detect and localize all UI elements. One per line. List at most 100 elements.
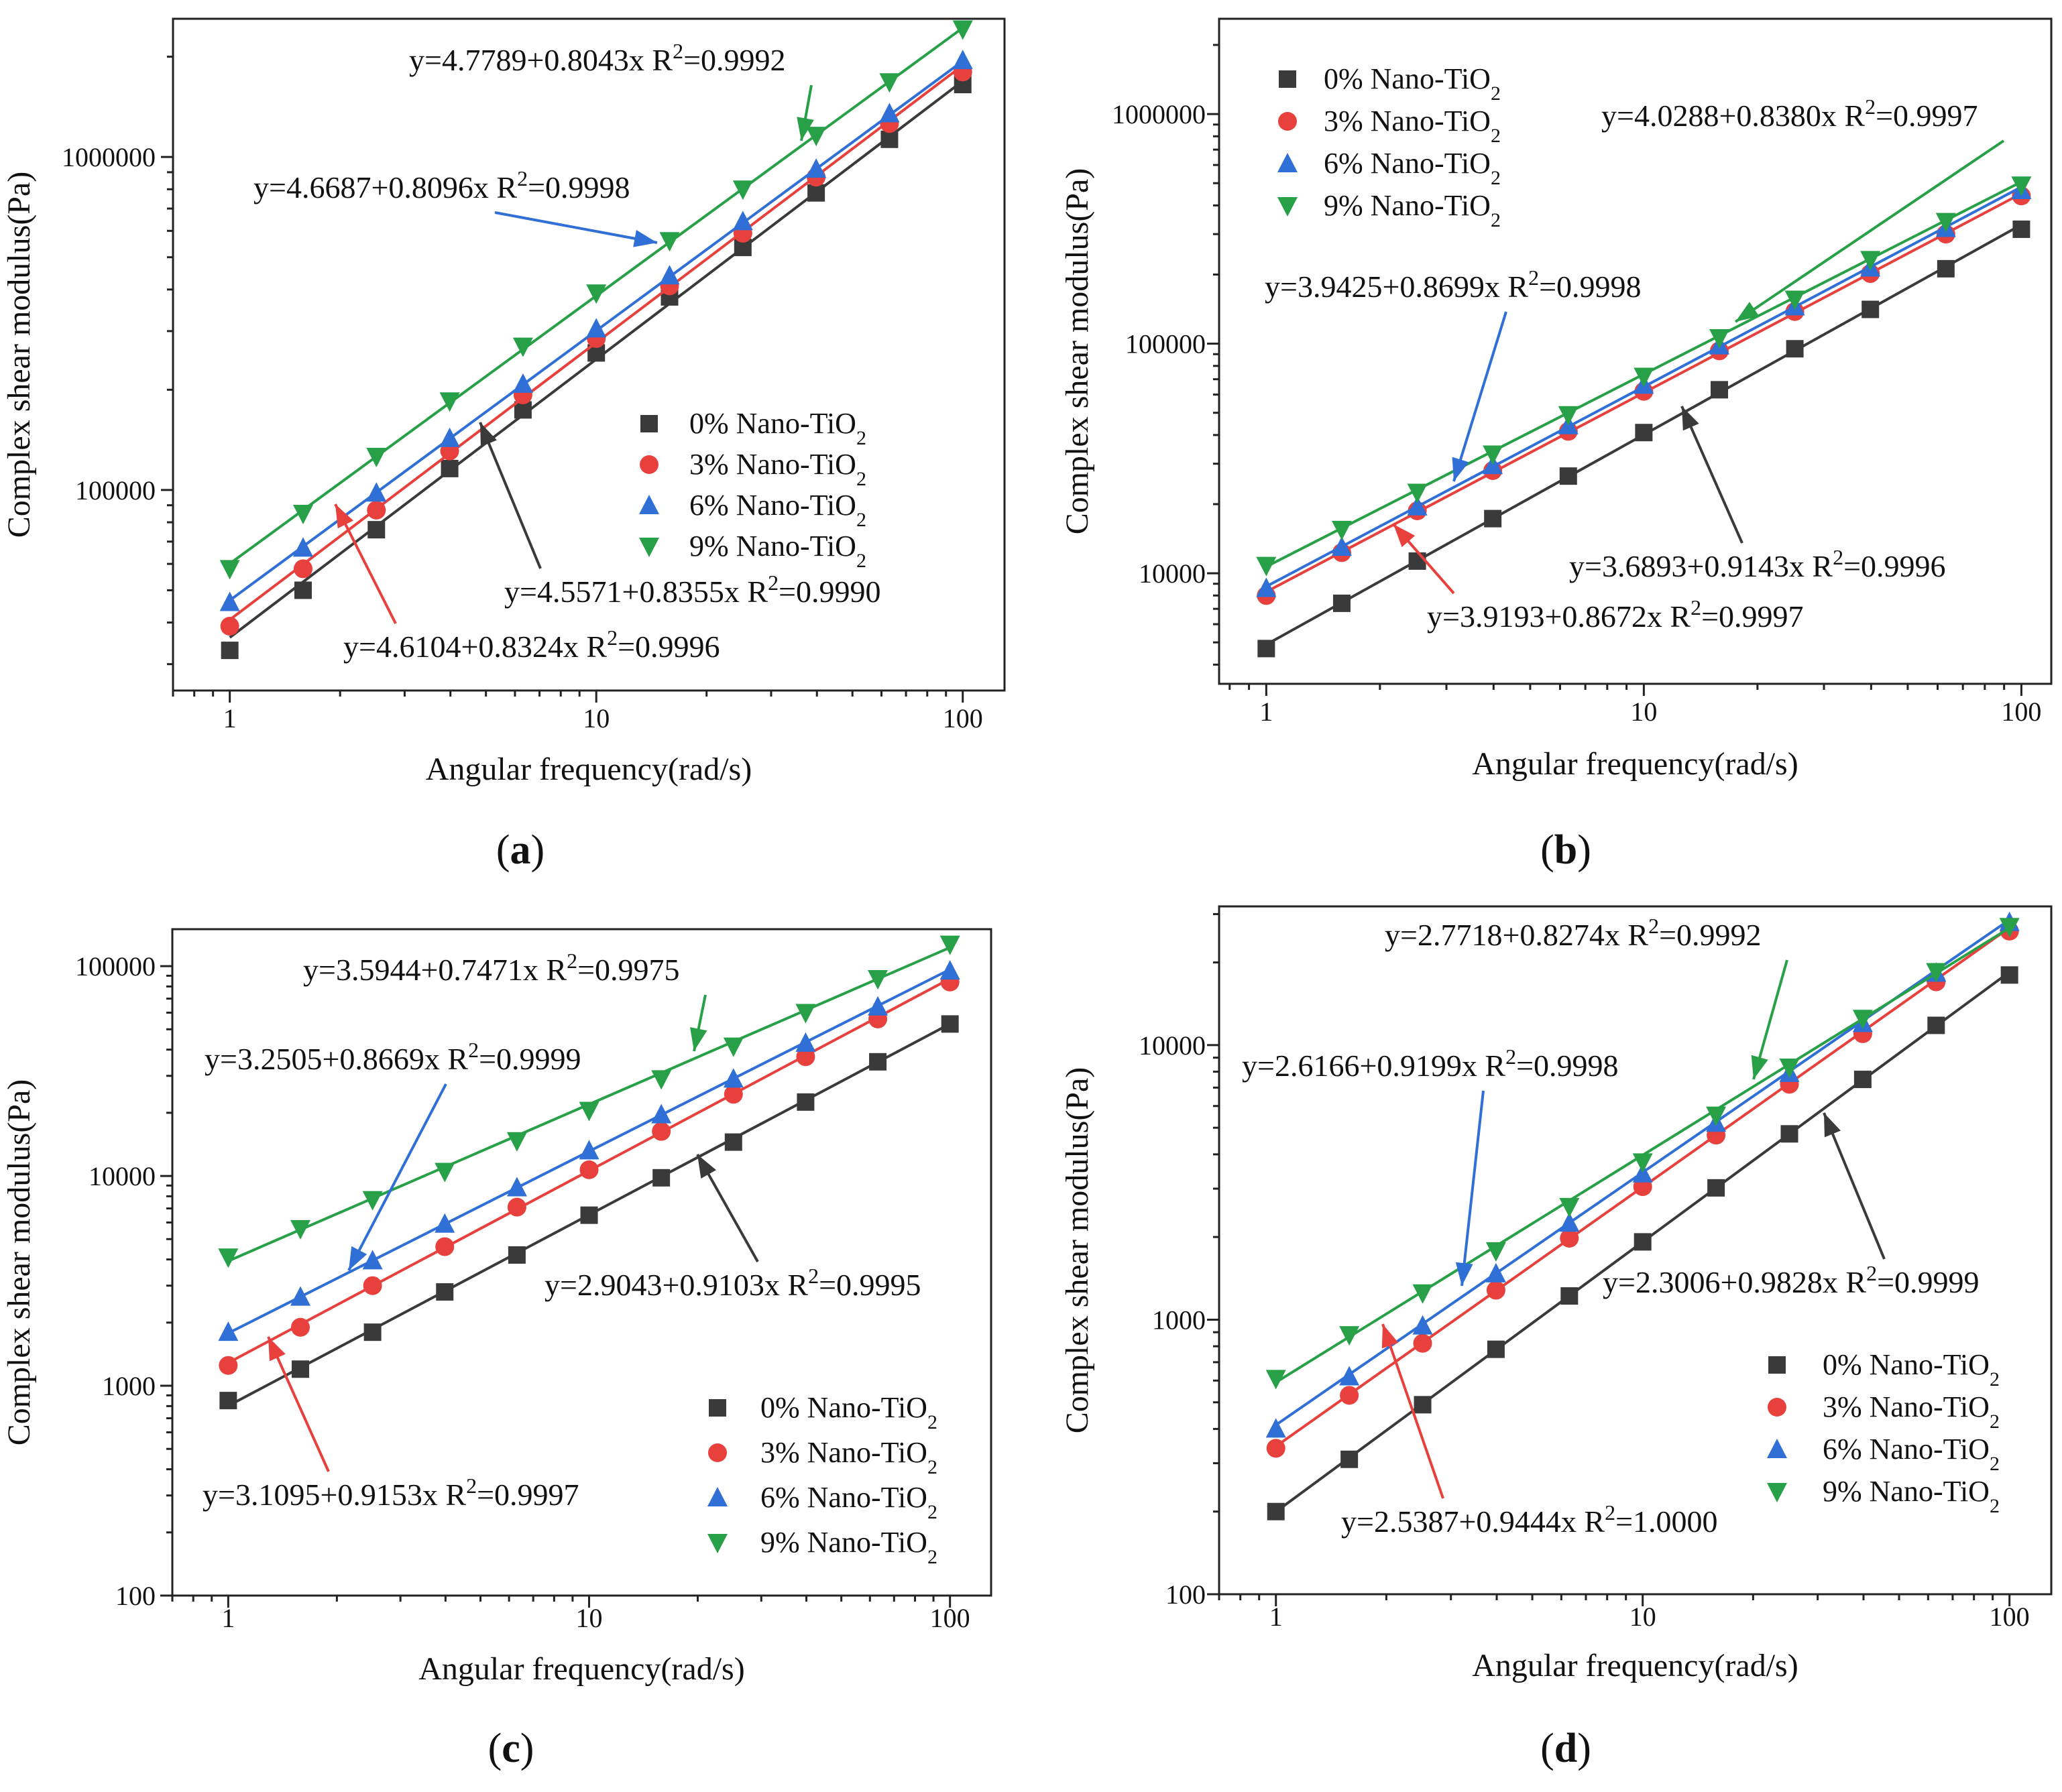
- data-point-s2: [579, 1140, 599, 1160]
- data-point-s0: [1257, 640, 1275, 658]
- data-point-s1: [367, 500, 386, 520]
- fit-equation-1: y=4.6104+0.8324x R2=0.9996: [343, 625, 720, 664]
- data-point-s0: [1408, 552, 1426, 570]
- data-point-s1: [363, 1276, 382, 1295]
- data-point-s2: [366, 482, 387, 502]
- legend-label-0: 0% Nano-TiO2: [1324, 62, 1501, 105]
- x-tick-label: 100: [2001, 697, 2041, 727]
- fit-arrow-1-head: [335, 504, 353, 529]
- fit-arrow-0-head: [1682, 406, 1699, 431]
- data-point-s0: [1484, 510, 1502, 528]
- plot-frame: [1218, 17, 2053, 685]
- data-point-s3: [1485, 1242, 1506, 1262]
- data-point-s1: [507, 1197, 526, 1217]
- data-point-s3: [290, 1219, 311, 1240]
- legend-label-2: 6% Nano-TiO2: [1823, 1433, 2000, 1475]
- panel-caption: (a): [496, 827, 545, 873]
- legend-marker-3: [1767, 1483, 1787, 1502]
- x-tick-label: 1: [1269, 1602, 1283, 1632]
- data-point-s1: [579, 1160, 599, 1179]
- legend-marker-1: [640, 455, 658, 474]
- data-point-s1: [219, 1356, 238, 1375]
- data-point-s0: [294, 581, 312, 599]
- legend-label-0: 0% Nano-TiO2: [760, 1391, 937, 1433]
- data-point-s0: [363, 1323, 382, 1341]
- x-axis-label: Angular frequency(rad/s): [418, 1651, 744, 1687]
- data-point-s2: [1412, 1315, 1433, 1335]
- data-point-s0: [580, 1206, 598, 1224]
- data-point-s3: [1860, 251, 1881, 271]
- data-point-s3: [1709, 328, 1730, 349]
- legend-marker-0: [640, 415, 658, 432]
- fit-equation-3: y=2.7718+0.8274x R2=0.9992: [1385, 914, 1762, 952]
- fit-equation-2: y=2.6166+0.9199x R2=0.9998: [1242, 1044, 1619, 1083]
- fit-equation-1: y=3.9193+0.8672x R2=0.9997: [1427, 595, 1804, 634]
- data-point-s3: [435, 1162, 455, 1183]
- data-point-s1: [1266, 1439, 1285, 1458]
- data-point-s1: [724, 1085, 743, 1104]
- data-point-s2: [362, 1250, 383, 1270]
- data-point-s3: [579, 1101, 599, 1122]
- data-point-s0: [1861, 300, 1880, 318]
- data-point-s0: [441, 459, 459, 477]
- data-point-s2: [292, 537, 313, 557]
- data-point-s3: [1632, 1153, 1653, 1173]
- data-point-s2: [435, 1213, 455, 1233]
- fit-arrow-2: [1452, 311, 1507, 482]
- legend-label-1: 3% Nano-TiO2: [760, 1436, 937, 1478]
- data-point-s0: [807, 184, 825, 202]
- fit-equation-3: y=4.0288+0.8380x R2=0.9997: [1601, 95, 1978, 133]
- data-point-s0: [1853, 1071, 1872, 1089]
- data-point-s2: [795, 1032, 816, 1052]
- chart-panel-c: 1 10 100 100 1000 10000 100000 Angular frequenc…: [1, 928, 992, 1771]
- data-point-s3: [506, 1132, 527, 1152]
- data-point-s0: [2000, 966, 2018, 984]
- data-point-s2: [879, 103, 900, 123]
- y-tick-label: 100000: [1125, 329, 1206, 359]
- data-point-s0: [652, 1169, 671, 1187]
- y-tick-label: 1000000: [62, 142, 156, 172]
- data-point-s0: [1332, 594, 1351, 612]
- fit-arrow-0-head: [1824, 1113, 1841, 1138]
- data-point-s2: [1331, 536, 1352, 556]
- fit-equation-1: y=3.1095+0.9153x R2=0.9997: [203, 1474, 579, 1512]
- data-point-s0: [1927, 1016, 1945, 1034]
- fit-arrow-2: [347, 1083, 447, 1271]
- chart-panel-a: 1 10 100 100000 1000000 Angular frequency(rad…: [1, 17, 1006, 873]
- fit-equation-2: y=3.2505+0.8669x R2=0.9999: [205, 1038, 581, 1076]
- fit-arrow-0: [1823, 1112, 1886, 1260]
- fit-arrow-2-head: [633, 230, 657, 247]
- fit-arrow-3-head: [690, 1027, 707, 1051]
- data-point-s2: [506, 1177, 527, 1197]
- fit-equation-2: y=4.6687+0.8096x R2=0.9998: [253, 166, 630, 204]
- data-point-s1: [1486, 1280, 1505, 1300]
- y-axis-label: Complex shear modulus(Pa): [1, 1079, 37, 1446]
- legend-label-1: 3% Nano-TiO2: [1324, 105, 1501, 147]
- data-point-s3: [723, 1037, 744, 1057]
- data-point-s3: [1935, 213, 1956, 233]
- x-tick-label: 100: [1990, 1602, 2030, 1632]
- data-point-s2: [952, 50, 973, 70]
- fit-arrow-0-head: [697, 1154, 716, 1179]
- x-tick-label: 1: [223, 703, 237, 733]
- legend-marker-3: [639, 538, 659, 557]
- data-point-s3: [1784, 290, 1805, 310]
- fit-equation-3: y=3.5944+0.7471x R2=0.9975: [303, 949, 680, 987]
- x-tick-label: 1: [1259, 697, 1273, 727]
- data-point-s3: [952, 20, 973, 40]
- plot-frame: [171, 928, 992, 1597]
- data-point-s1: [1340, 1386, 1359, 1405]
- data-point-s1: [652, 1122, 671, 1141]
- legend-marker-3: [707, 1534, 728, 1553]
- data-point-s2: [806, 158, 827, 178]
- data-point-s0: [1559, 467, 1577, 485]
- data-point-s3: [1779, 1059, 1800, 1079]
- y-axis-label: Complex shear modulus(Pa): [1, 172, 37, 538]
- data-point-s3: [1256, 556, 1277, 577]
- data-point-s0: [1560, 1287, 1579, 1305]
- data-point-s3: [1559, 1197, 1580, 1217]
- data-point-s3: [659, 232, 680, 252]
- legend-label-1: 3% Nano-TiO2: [1823, 1390, 2000, 1433]
